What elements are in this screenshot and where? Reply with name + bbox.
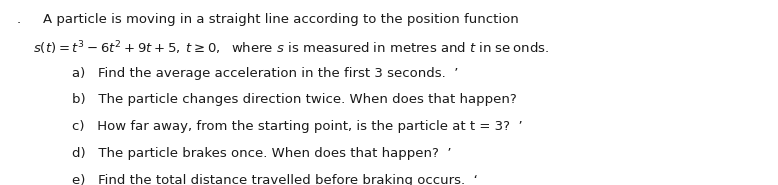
- Text: b)   The particle changes direction twice. When does that happen?: b) The particle changes direction twice.…: [72, 93, 517, 106]
- Text: .: .: [17, 13, 21, 26]
- Text: d)   The particle brakes once. When does that happen?  ’: d) The particle brakes once. When does t…: [72, 147, 451, 160]
- Text: a)   Find the average acceleration in the first 3 seconds.  ’: a) Find the average acceleration in the …: [72, 67, 458, 80]
- Text: $s(t) = t^3 - 6t^2 + 9t + 5,\; t \geq 0,$  where $s$ is measured in metres and $: $s(t) = t^3 - 6t^2 + 9t + 5,\; t \geq 0,…: [33, 40, 549, 57]
- Text: e)   Find the total distance travelled before braking occurs.  ‘: e) Find the total distance travelled bef…: [72, 174, 478, 185]
- Text: c)   How far away, from the starting point, is the particle at t = 3?  ’: c) How far away, from the starting point…: [72, 120, 522, 133]
- Text: A particle is moving in a straight line according to the position function: A particle is moving in a straight line …: [43, 13, 519, 26]
